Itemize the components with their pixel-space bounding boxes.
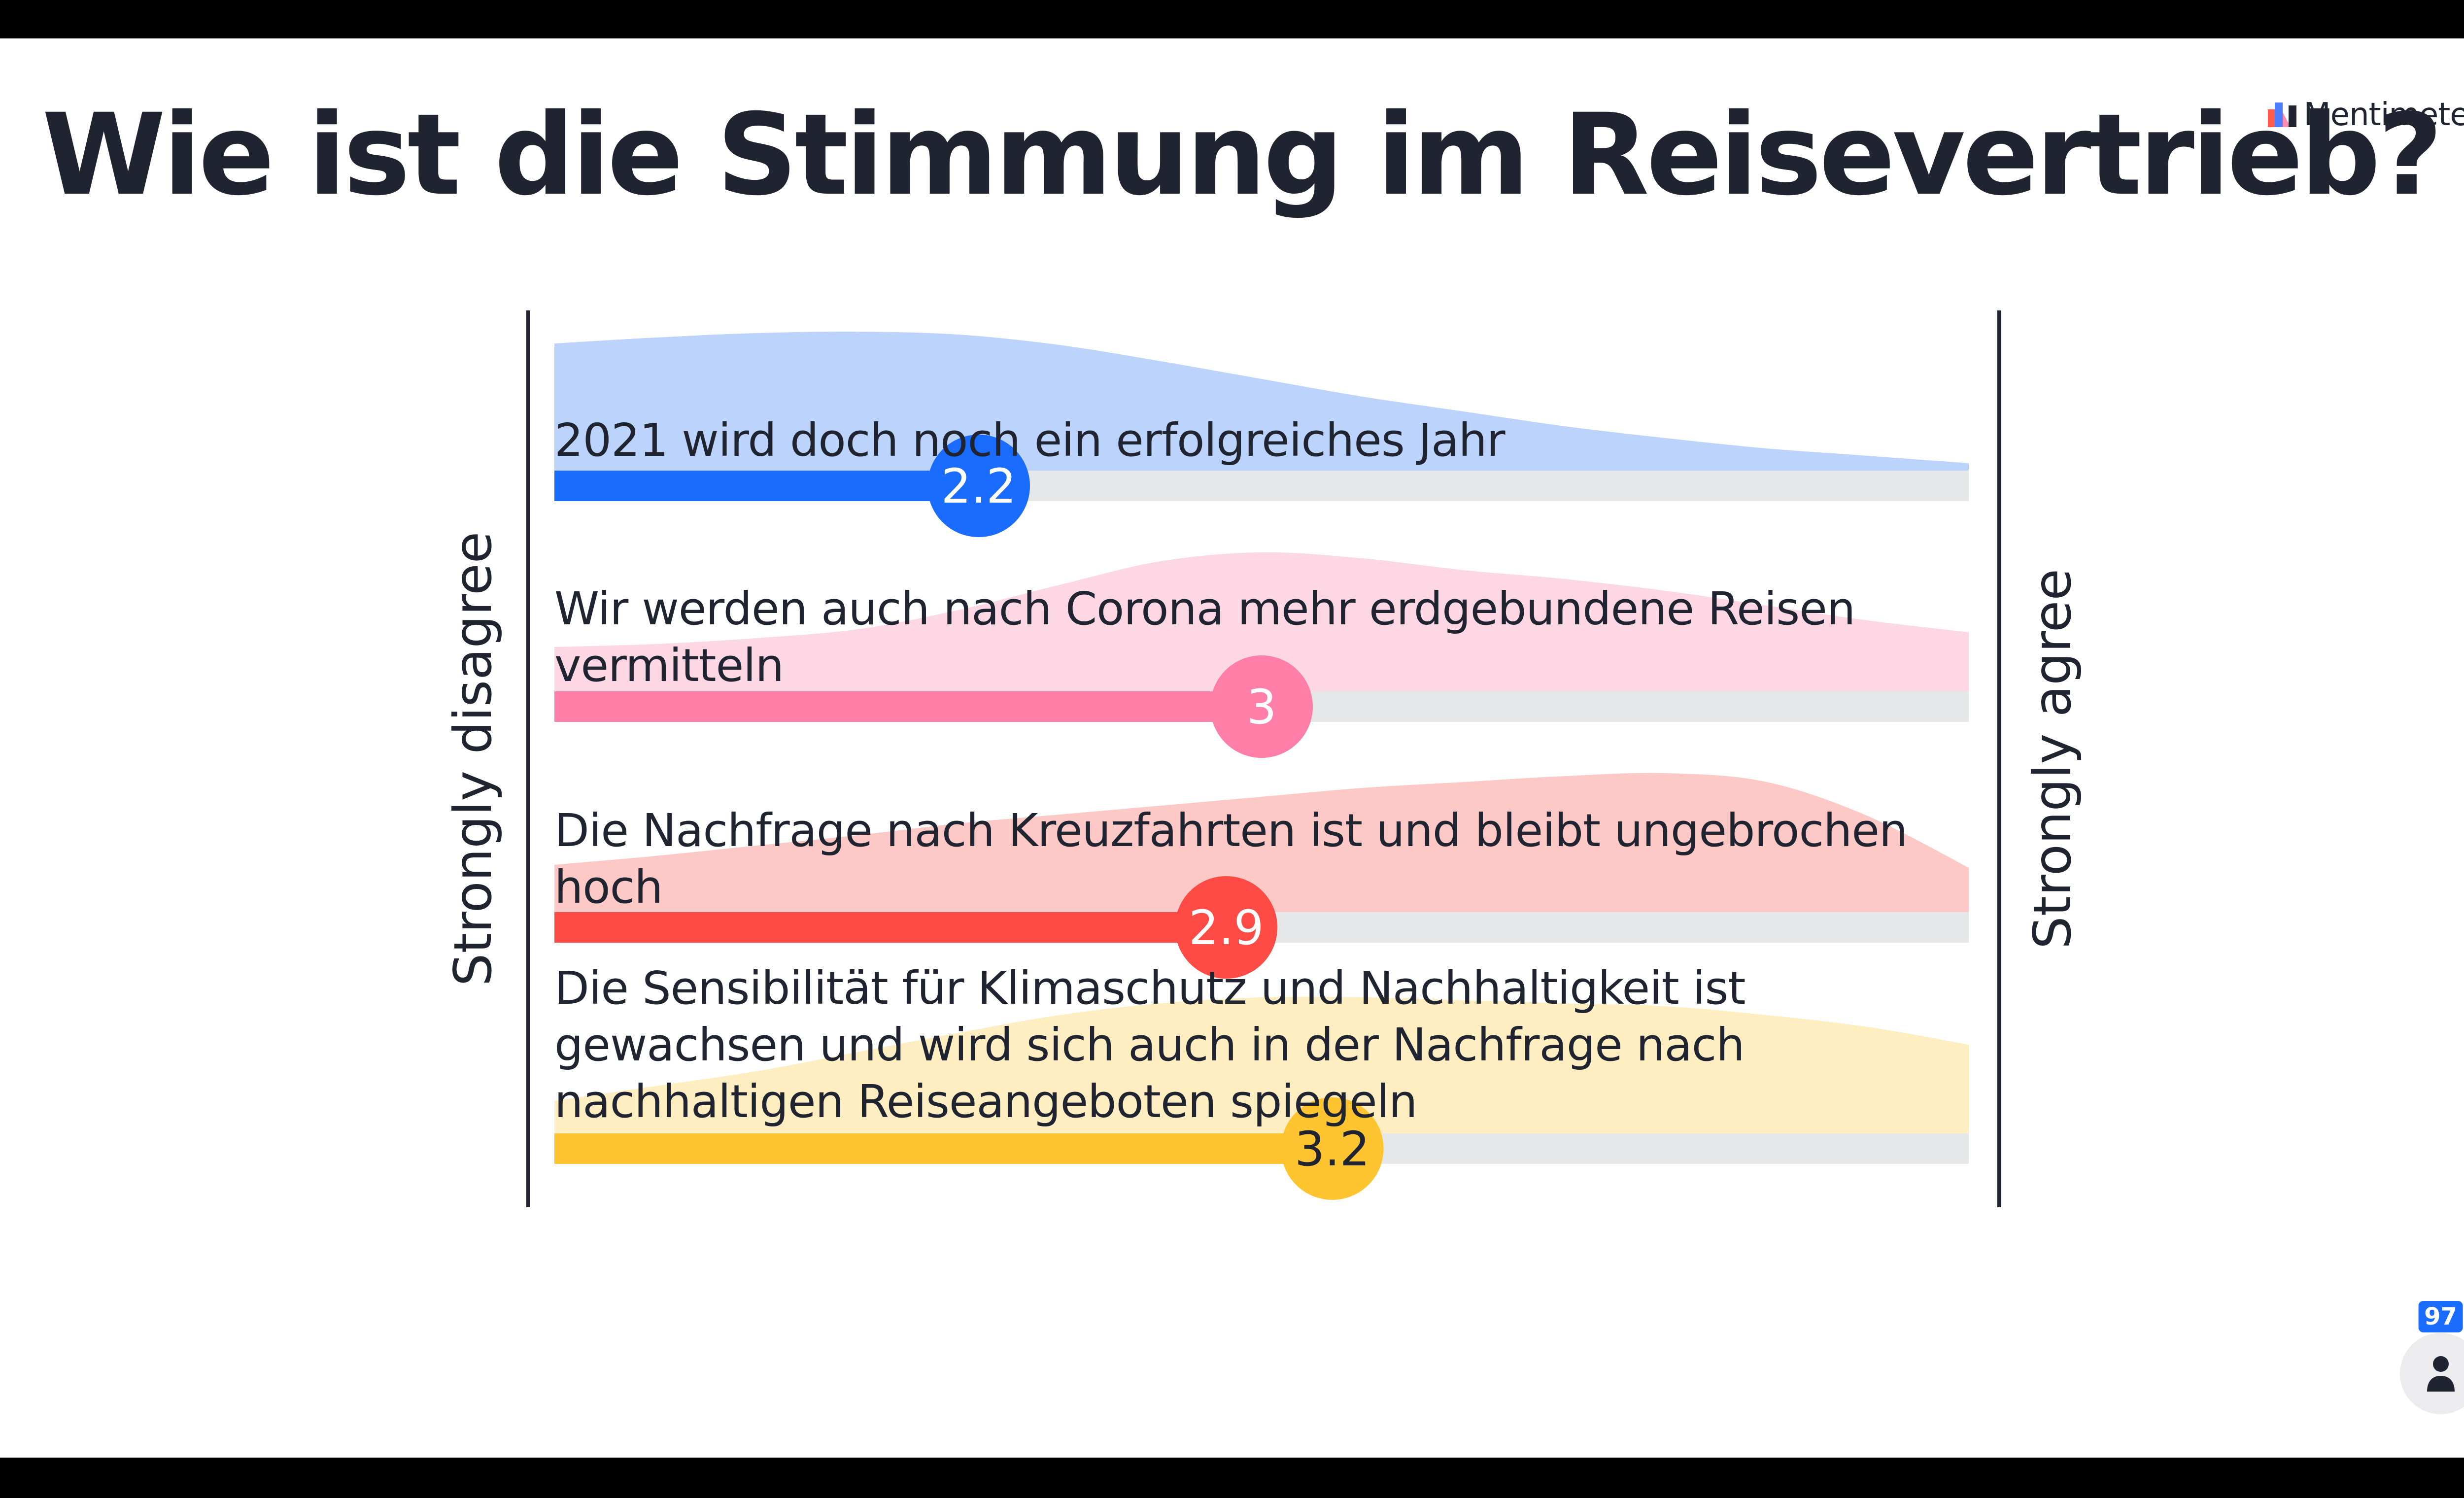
statement-text-4: Die Sensibilität für Klimaschutz und Nac… [554, 962, 1746, 1128]
distribution-area-1 [554, 331, 1969, 471]
slide: Wie ist die Stimmung im Reisevertrieb? M… [0, 38, 2464, 1458]
distribution-area-2 [554, 552, 1969, 691]
statement-text-2: Wir werden auch nach Corona mehr erdgebu… [554, 582, 1855, 692]
value-marker-3 [1175, 876, 1278, 979]
participant-count-badge: 97 [2418, 1301, 2463, 1332]
right-scale-label: Strongly agree [2022, 569, 2083, 949]
slide-title: Wie ist die Stimmung im Reisevertrieb? [42, 89, 2443, 220]
value-bar-2 [554, 691, 1262, 722]
value-label-3: 2.9 [1189, 900, 1264, 955]
value-label-1: 2.2 [941, 459, 1017, 514]
value-marker-1 [927, 435, 1030, 537]
value-bar-4 [554, 1133, 1333, 1164]
left-scale-label: Strongly disagree [443, 531, 503, 987]
mentimeter-logo-icon [2268, 102, 2297, 127]
brand-logo: Mentimeter [2268, 97, 2464, 133]
value-bar-1 [554, 471, 979, 501]
value-marker-4 [1281, 1097, 1384, 1200]
value-marker-2 [1210, 655, 1313, 758]
distribution-area-3 [554, 773, 1969, 912]
brand-name: Mentimeter [2303, 97, 2464, 133]
participant-count[interactable]: 97 [2400, 1301, 2464, 1414]
person-icon [2400, 1333, 2464, 1414]
value-label-2: 3 [1246, 680, 1276, 735]
statement-text-1: 2021 wird doch noch ein erfolgreiches Ja… [554, 414, 1506, 467]
statement-text-3: Die Nachfrage nach Kreuzfahrten ist und … [554, 804, 1908, 914]
value-label-4: 3.2 [1295, 1122, 1370, 1177]
scales-chart: 2.2 3 2.9 3.2 [526, 310, 2001, 1207]
distribution-area-4 [554, 996, 1969, 1133]
value-bar-3 [554, 912, 1227, 943]
